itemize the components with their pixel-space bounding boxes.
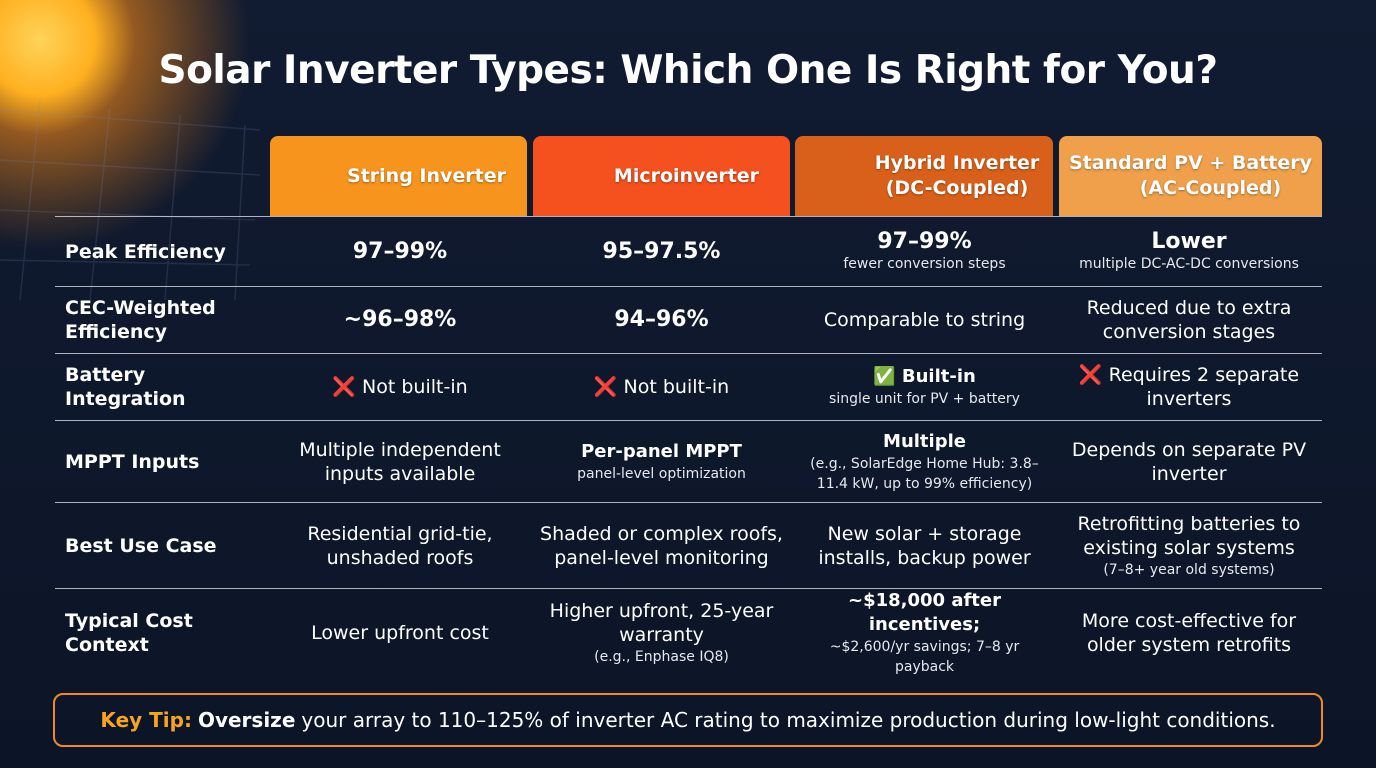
cell-main: More cost-effective for older system ret… bbox=[1081, 610, 1297, 656]
cell: ❌ Not built-in bbox=[270, 354, 530, 420]
table-row: CEC-Weighted Efficiency ~96–98% 94–96% Co… bbox=[55, 286, 1322, 354]
row-label: Peak Efficiency bbox=[55, 217, 270, 286]
cell: Retrofitting batteries to existing solar… bbox=[1056, 503, 1322, 588]
tip-emphasis: Oversize bbox=[197, 708, 296, 732]
cell-main: Shaded or complex roofs, panel-level mon… bbox=[540, 522, 783, 569]
label-line: CEC-Weighted bbox=[65, 296, 216, 319]
table-row: Peak Efficiency 97–99% 95–97.5% 97–99% fe… bbox=[55, 216, 1322, 287]
cell: Lower upfront cost bbox=[270, 589, 530, 677]
cell: Reduced due to extra conversion stages bbox=[1056, 286, 1322, 353]
cell: 94–96% bbox=[530, 286, 793, 353]
cell: ~96–98% bbox=[270, 286, 530, 353]
cell: Multiple independent inputs available bbox=[270, 421, 530, 502]
label-line: Efficiency bbox=[65, 320, 168, 343]
cell: Comparable to string bbox=[793, 286, 1056, 353]
table-row: Best Use Case Residential grid-tie, unsh… bbox=[55, 503, 1322, 589]
cell-main: ❌ Not built-in bbox=[332, 376, 468, 398]
table-row: Typical Cost Context Lower upfront cost H… bbox=[55, 589, 1322, 675]
label-line: Battery Integration bbox=[65, 364, 186, 410]
cell-main: Per-panel MPPT bbox=[581, 440, 742, 462]
column-header: Hybrid Inverter (DC-Coupled) bbox=[795, 136, 1053, 216]
header-line: Standard PV + Battery bbox=[1068, 152, 1312, 174]
cell-main: Lower bbox=[1151, 229, 1227, 254]
header-line: (AC-Coupled) bbox=[1139, 177, 1282, 199]
label-line: Best Use Case bbox=[65, 534, 217, 557]
cell-main: 97–99% bbox=[352, 239, 448, 264]
header-line: String Inverter bbox=[347, 164, 506, 187]
cell: Higher upfront, 25-year warranty (e.g., E… bbox=[530, 589, 793, 677]
cell: Depends on separate PV inverter bbox=[1056, 421, 1322, 502]
cell-main: Depends on separate PV inverter bbox=[1071, 438, 1307, 485]
cell: Shaded or complex roofs, panel-level mon… bbox=[530, 503, 793, 588]
header-line: Microinverter bbox=[613, 164, 760, 187]
cell-main: New solar + storage installs, backup pow… bbox=[818, 522, 1031, 569]
cell-sub: fewer conversion steps bbox=[843, 256, 1006, 272]
cell-main: ~$18,000 after incentives; bbox=[848, 590, 1001, 635]
tip-text: your array to 110–125% of inverter AC ra… bbox=[301, 708, 1276, 732]
cell: 97–99% fewer conversion steps bbox=[793, 217, 1056, 286]
row-label: Battery Integration bbox=[55, 354, 270, 420]
row-label: Best Use Case bbox=[55, 503, 270, 588]
cell: ✅ Built-in single unit for PV + battery bbox=[793, 354, 1056, 420]
cell-main: Retrofitting batteries to existing solar… bbox=[1077, 512, 1301, 559]
cell-sub: single unit for PV + battery bbox=[829, 391, 1020, 407]
header-line: (DC-Coupled) bbox=[885, 177, 1029, 199]
header-text: Microinverter bbox=[614, 164, 759, 189]
key-tip: Key Tip: Oversize your array to 110–125%… bbox=[53, 693, 1323, 747]
table-row: Battery Integration ❌ Not built-in ❌ Not… bbox=[55, 354, 1322, 421]
cell-main: ❌ Requires 2 separate inverters bbox=[1078, 364, 1300, 410]
cell-main: Higher upfront, 25-year warranty bbox=[549, 600, 774, 646]
cell-main: Comparable to string bbox=[823, 308, 1026, 331]
cell: ❌ Not built-in bbox=[530, 354, 793, 420]
cell-sub: (e.g., Enphase IQ8) bbox=[594, 649, 729, 665]
cell-main: Multiple independent inputs available bbox=[299, 438, 501, 485]
cell-sub: (7–8+ year old systems) bbox=[1103, 561, 1275, 578]
cell: Residential grid-tie, unshaded roofs bbox=[270, 503, 530, 588]
column-header: String Inverter bbox=[270, 136, 527, 216]
row-label: CEC-Weighted Efficiency bbox=[55, 286, 270, 353]
cell-sub: (e.g., SolarEdge Home Hub: 3.8–11.4 kW, … bbox=[810, 455, 1039, 492]
cell: ❌ Requires 2 separate inverters bbox=[1056, 354, 1322, 420]
column-header: Standard PV + Battery (AC-Coupled) bbox=[1059, 136, 1322, 216]
cell: Per-panel MPPT panel-level optimization bbox=[530, 421, 793, 502]
label-line: Typical Cost bbox=[65, 610, 193, 632]
row-label: MPPT Inputs bbox=[55, 421, 270, 502]
cell-main: Multiple bbox=[883, 430, 966, 452]
cell-main: Residential grid-tie, unshaded roofs bbox=[307, 522, 493, 569]
cell: Multiple (e.g., SolarEdge Home Hub: 3.8–1… bbox=[793, 421, 1056, 502]
cell-main: ✅ Built-in bbox=[873, 366, 976, 387]
header-text: Hybrid Inverter (DC-Coupled) bbox=[875, 151, 1040, 201]
cell-sub: multiple DC-AC-DC conversions bbox=[1079, 256, 1299, 272]
header-text: String Inverter bbox=[347, 164, 506, 189]
cell: 97–99% bbox=[270, 217, 530, 286]
title: Solar Inverter Types: Which One Is Right… bbox=[158, 48, 1218, 93]
cell-main: 94–96% bbox=[614, 307, 709, 332]
label-line: Context bbox=[65, 634, 149, 656]
cell-sub: ~$2,600/yr savings; 7–8 yr payback bbox=[829, 639, 1020, 675]
cell: ~$18,000 after incentives; ~$2,600/yr sav… bbox=[793, 589, 1056, 677]
cell-main: ~96–98% bbox=[343, 307, 457, 332]
header-line: Hybrid Inverter bbox=[874, 152, 1040, 174]
tip-label: Key Tip: bbox=[100, 708, 192, 732]
cell-main: 97–99% bbox=[877, 229, 972, 254]
cell: Lower multiple DC-AC-DC conversions bbox=[1056, 217, 1322, 286]
cell: More cost-effective for older system ret… bbox=[1056, 589, 1322, 677]
column-header: Microinverter bbox=[533, 136, 790, 216]
label-line: Peak Efficiency bbox=[65, 240, 226, 263]
cell-main: Lower upfront cost bbox=[311, 622, 489, 644]
cell: 95–97.5% bbox=[530, 217, 793, 286]
row-label: Typical Cost Context bbox=[55, 589, 270, 677]
label-line: MPPT Inputs bbox=[65, 450, 200, 473]
cell: New solar + storage installs, backup pow… bbox=[793, 503, 1056, 588]
cell-sub: panel-level optimization bbox=[577, 465, 746, 482]
header-text: Standard PV + Battery (AC-Coupled) bbox=[1069, 151, 1312, 201]
cell-main: ❌ Not built-in bbox=[593, 376, 730, 398]
cell-main: 95–97.5% bbox=[602, 239, 721, 264]
table-row: MPPT Inputs Multiple independent inputs … bbox=[55, 421, 1322, 503]
cell-main: Reduced due to extra conversion stages bbox=[1086, 296, 1292, 343]
